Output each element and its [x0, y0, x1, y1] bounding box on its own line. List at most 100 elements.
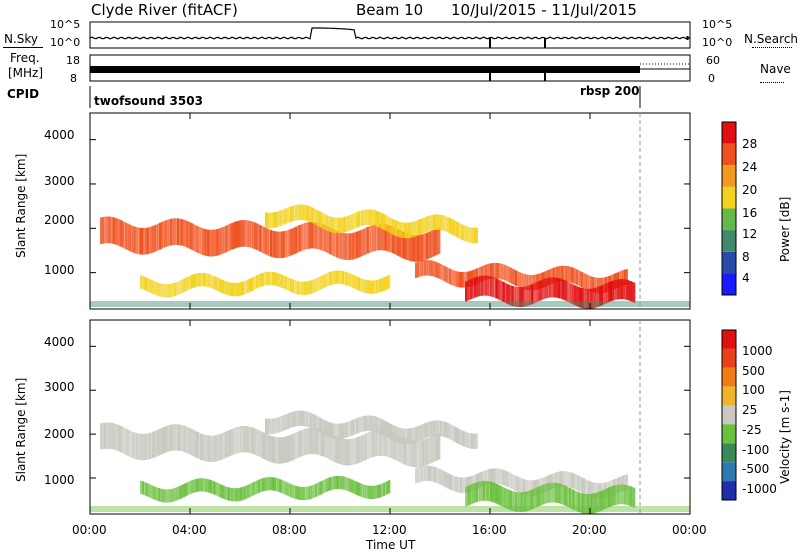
power-band-cell [547, 270, 550, 286]
velocity-band-cell [300, 430, 303, 457]
velocity-band-cell [429, 437, 432, 464]
velocity-band-cell [314, 428, 317, 455]
velocity-band-cell [282, 480, 286, 494]
power-colorbar-swatch [722, 143, 736, 166]
power-band-cell [281, 209, 284, 226]
velocity-band-cell [561, 471, 564, 487]
velocity-band-cell [166, 425, 169, 452]
power-band-cell [407, 222, 411, 239]
velocity-band-cell [529, 480, 532, 496]
beam-label: Beam 10 [356, 1, 424, 19]
velocity-band-cell [307, 428, 310, 455]
velocity-band-cell [250, 483, 253, 497]
power-band-cell [205, 229, 208, 256]
power-band-cell [368, 226, 371, 253]
velocity-band-cell [186, 482, 189, 496]
velocity-band-cell [142, 433, 146, 461]
velocity-band-cell [581, 477, 584, 493]
power-band-cell [372, 280, 375, 294]
velocity-band-cell [141, 433, 144, 461]
velocity-band-cell [352, 438, 355, 465]
power-band-cell [112, 217, 115, 244]
power-band-cell [281, 274, 284, 288]
power-band-cell [179, 280, 182, 294]
velocity-band-cell [364, 433, 367, 460]
velocity-band-cell [141, 481, 144, 495]
velocity-band-cell [407, 428, 411, 444]
velocity-band-cell [418, 466, 421, 483]
power-band-cell [393, 219, 396, 236]
velocity-band-cell [493, 468, 496, 484]
power-band-cell [380, 223, 384, 251]
velocity-band-cell [306, 486, 309, 500]
power-band-cell [315, 209, 318, 225]
velocity-band-cell [572, 473, 575, 489]
power-band-cell [331, 271, 334, 285]
velocity-band-cell [348, 478, 352, 492]
velocity-band-cell [247, 484, 250, 498]
power-band-cell [525, 274, 528, 290]
velocity-band-cell [390, 424, 393, 440]
velocity-band-cell [611, 485, 614, 506]
velocity-band-cell [490, 468, 493, 485]
power-band-cell [117, 219, 121, 246]
power-band-cell [359, 230, 362, 257]
power-band-cell [552, 267, 555, 284]
velocity-band-cell [354, 418, 357, 435]
power-band-cell [165, 284, 168, 298]
power-band-cell [198, 227, 201, 254]
xtick-0: 00:00 [72, 523, 107, 537]
power-band-cell [220, 279, 223, 293]
velocity-band-cell [304, 428, 307, 456]
velocity-band-cell [366, 432, 369, 460]
power-band-cell [507, 284, 511, 305]
velocity-band-cell [259, 478, 262, 493]
velocity-band-cell [398, 427, 402, 444]
velocity-band-cell [509, 490, 512, 511]
power-band-cell [237, 220, 240, 248]
velocity-band-cell [550, 482, 554, 503]
power-band-cell [239, 220, 242, 247]
velocity-band-cell [522, 492, 525, 512]
xtick-6: 00:00 [672, 523, 707, 537]
power-band-cell [255, 223, 258, 250]
velocity-band-cell [214, 435, 217, 462]
nsky-legend-line [3, 47, 43, 48]
power-band-cell [336, 231, 339, 258]
velocity-band-cell [618, 484, 622, 505]
velocity-band-cell [620, 484, 623, 505]
velocity-band-cell [626, 485, 629, 505]
power-band-cell [533, 283, 536, 304]
power-band-cell [355, 231, 359, 259]
power-band-cell [622, 279, 625, 300]
power-band-cell [411, 234, 414, 262]
velocity-band-cell [532, 480, 536, 496]
velocity-band-cell [268, 477, 271, 491]
velocity-band-cell [536, 487, 539, 507]
nsky-tick-top: 10^5 [50, 18, 81, 31]
power-band-cell [264, 227, 267, 255]
velocity-band-cell [297, 486, 300, 500]
power-band-cell [325, 273, 328, 287]
velocity-band-cell [325, 478, 328, 492]
power-band-cell [284, 230, 287, 258]
power-band-cell [493, 277, 496, 298]
power-band-cell [234, 221, 237, 249]
velocity-band-cell [354, 438, 357, 465]
power-band-cell [343, 271, 346, 285]
velocity-band-cell [188, 481, 191, 495]
velocity-band-cell [615, 485, 618, 505]
power-colorbar-frame [721, 121, 737, 296]
power-band-cell [465, 226, 468, 242]
velocity-band-cell [327, 432, 330, 459]
power-band-cell [270, 271, 273, 285]
velocity-band-cell [300, 410, 303, 426]
velocity-band-cell [438, 468, 441, 485]
velocity-band-cell [191, 429, 194, 456]
velocity-band-cell [268, 418, 271, 435]
velocity-band-cell [473, 482, 477, 503]
power-band-cell [309, 221, 312, 249]
power-band-cell [240, 282, 243, 296]
velocity-band-cell [268, 435, 271, 462]
velocity-band-cell [504, 470, 507, 486]
